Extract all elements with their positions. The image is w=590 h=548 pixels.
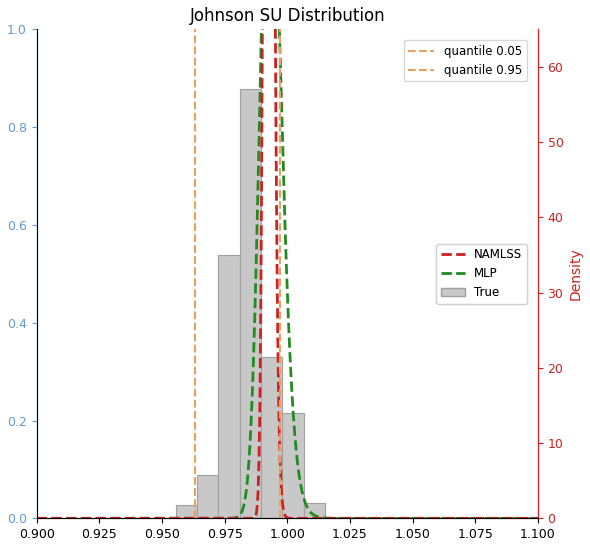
- Y-axis label: Density: Density: [569, 248, 583, 300]
- Legend: NAMLSS, MLP, True: NAMLSS, MLP, True: [436, 244, 527, 304]
- Bar: [240, 89, 261, 518]
- Bar: [218, 255, 240, 518]
- NAMLSS: [33, 515, 40, 522]
- Bar: [303, 503, 325, 518]
- Bar: [282, 413, 303, 518]
- MLP: [520, 515, 527, 522]
- MLP: [58, 515, 65, 522]
- NAMLSS: [58, 515, 65, 522]
- NAMLSS: [428, 515, 435, 522]
- NAMLSS: [520, 515, 527, 522]
- MLP: [534, 515, 541, 522]
- NAMLSS: [277, 470, 284, 477]
- MLP: [33, 515, 40, 522]
- Bar: [176, 505, 197, 518]
- NAMLSS: [520, 515, 527, 522]
- Line: MLP: MLP: [37, 0, 537, 518]
- NAMLSS: [534, 515, 541, 522]
- Title: Johnson SU Distribution: Johnson SU Distribution: [189, 7, 385, 25]
- MLP: [277, 70, 284, 76]
- Line: NAMLSS: NAMLSS: [37, 0, 537, 518]
- Bar: [197, 475, 218, 518]
- Bar: [261, 357, 282, 518]
- MLP: [520, 515, 527, 522]
- MLP: [428, 515, 435, 522]
